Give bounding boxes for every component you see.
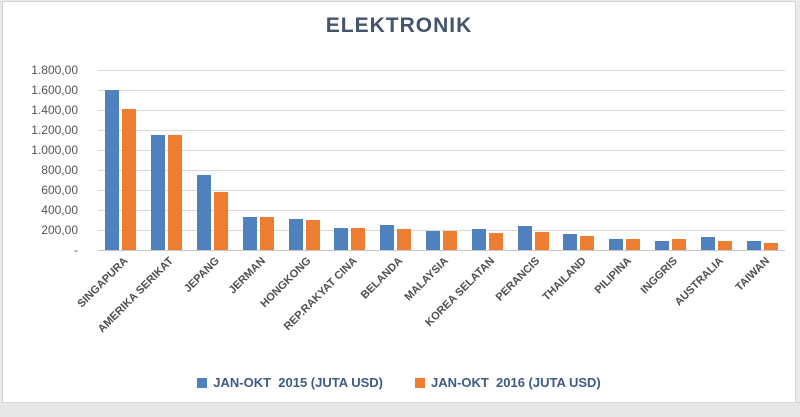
y-axis-tick-label: 1.000,00 xyxy=(31,143,78,157)
bar-2015-australia xyxy=(700,237,715,250)
legend-label: JAN-OKT 2015 (JUTA USD) xyxy=(213,375,383,390)
gridline xyxy=(98,90,785,91)
x-axis-tick-label: INGGRIS xyxy=(638,255,680,297)
legend-color-swatch-icon xyxy=(197,377,208,388)
legend: JAN-OKT 2015 (JUTA USD) JAN-OKT 2016 (JUT… xyxy=(3,375,795,390)
gridline xyxy=(98,130,785,131)
bar-2015-malaysia xyxy=(426,231,440,250)
bar-2015-thailand xyxy=(563,234,578,250)
bar-2016-jerman xyxy=(259,217,274,250)
chart-card: ELEKTRONIK 1.800,00 1.600,00 1.400,00 1.200… xyxy=(2,1,796,403)
bar-2016-taiwan xyxy=(763,243,778,250)
bar-2015-perancis xyxy=(517,226,532,250)
bar-2015-amerika-serikat xyxy=(151,134,166,250)
gridline xyxy=(98,210,785,211)
bar-2015-jerman xyxy=(242,217,257,250)
bar-2016-jepang xyxy=(214,192,228,250)
x-axis-tick-label: BELANDA xyxy=(358,255,406,302)
bar-2015-singapura xyxy=(105,90,120,250)
y-axis-tick-label: 600,00 xyxy=(41,183,78,197)
legend-label: JAN-OKT 2016 (JUTA USD) xyxy=(431,375,601,390)
bar-2015-belanda xyxy=(380,225,395,250)
gridline xyxy=(98,110,785,111)
chart-title: ELEKTRONIK xyxy=(325,14,473,37)
y-axis-tick-label: 200,00 xyxy=(41,223,78,237)
bar-2015-rep-rakyat-cina xyxy=(334,228,349,250)
bar-2015-jepang xyxy=(197,175,211,250)
legend-color-swatch-icon xyxy=(415,377,425,388)
page-background-band xyxy=(0,402,800,417)
y-axis-tick-label: 800,00 xyxy=(41,163,78,177)
bar-2016-belanda xyxy=(397,229,412,250)
bar-2016-singapura xyxy=(122,109,137,250)
bar-2016-hongkong xyxy=(305,220,320,250)
x-axis-tick-label: PILIPINA xyxy=(592,255,635,297)
bar-2016-australia xyxy=(717,241,732,250)
y-axis-tick-label: 400,00 xyxy=(41,203,78,217)
bar-2015-korea-selatan xyxy=(471,229,486,250)
x-axis-tick-label: THAILAND xyxy=(540,255,589,304)
legend-item-2015: JAN-OKT 2015 (JUTA USD) xyxy=(197,375,383,390)
bar-2016-pilipina xyxy=(626,238,641,250)
bar-2015-pilipina xyxy=(609,239,624,250)
bar-2016-thailand xyxy=(580,235,595,250)
x-axis-tick-label: JEPANG xyxy=(182,255,222,295)
y-axis-tick-label: 1.800,00 xyxy=(31,63,78,77)
x-axis-tick-label: JERMAN xyxy=(226,255,268,297)
y-axis-tick-label: - xyxy=(74,243,78,257)
bar-2015-inggris xyxy=(655,241,669,250)
bar-2016-rep-rakyat-cina xyxy=(351,228,366,250)
x-axis-tick-label: AMERIKA SERIKAT xyxy=(95,255,177,336)
bar-2016-malaysia xyxy=(443,230,457,250)
bar-2016-perancis xyxy=(534,232,549,250)
x-axis-tick-label: TAIWAN xyxy=(733,255,772,294)
legend-item-2016: JAN-OKT 2016 (JUTA USD) xyxy=(415,375,601,390)
bar-2015-hongkong xyxy=(288,218,303,250)
plot-area xyxy=(98,70,785,251)
y-axis-tick-label: 1.600,00 xyxy=(31,83,78,97)
gridline xyxy=(98,150,785,151)
bar-2016-korea-selatan xyxy=(488,232,503,250)
bar-2016-amerika-serikat xyxy=(168,135,183,250)
y-axis-tick-label: 1.200,00 xyxy=(31,123,78,137)
gridline xyxy=(98,70,785,71)
x-axis-tick-label: MALAYSIA xyxy=(402,255,451,304)
bar-2015-taiwan xyxy=(746,240,761,250)
gridline xyxy=(98,190,785,191)
gridline xyxy=(98,170,785,171)
bar-2016-inggris xyxy=(672,239,686,250)
gridline xyxy=(98,230,785,231)
x-axis-tick-label: PERANCIS xyxy=(493,255,543,304)
y-axis-tick-label: 1.400,00 xyxy=(31,103,78,117)
